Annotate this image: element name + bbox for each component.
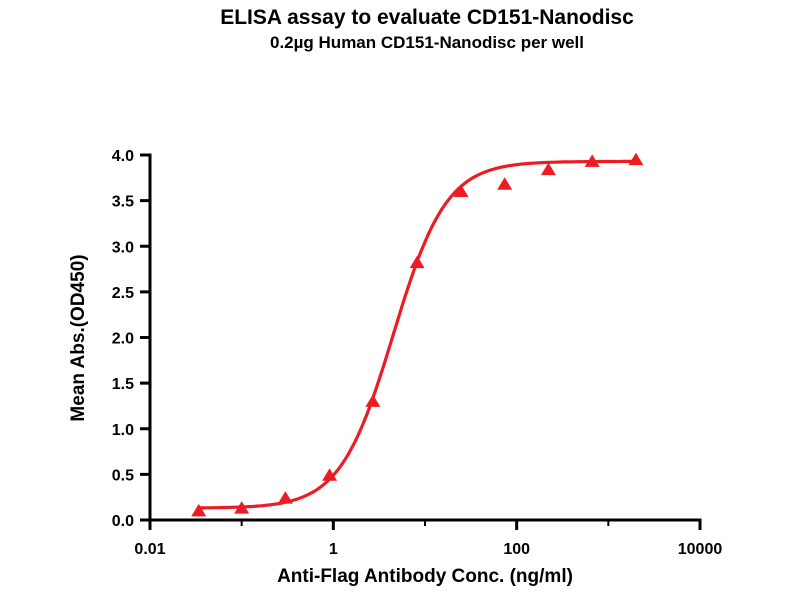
y-tick-label: 3.0: [112, 239, 134, 256]
chart-subtitle: 0.2µg Human CD151-Nanodisc per well: [270, 33, 584, 52]
fit-curve: [198, 159, 636, 510]
data-point-marker: [409, 255, 425, 269]
y-tick-label: 0.0: [112, 513, 134, 530]
x-tick-label: 100: [503, 541, 530, 558]
y-tick-label: 2.5: [112, 285, 134, 302]
y-tick-label: 1.0: [112, 422, 134, 439]
x-tick-label: 10000: [678, 541, 723, 558]
y-tick-label: 2.0: [112, 331, 134, 348]
plot-area: 0.0 0.5 1.0 1.5 2.0 2.5 3.0 3.5 4.0 0.01 1 100 10000: [112, 148, 723, 558]
chart-title: ELISA assay to evaluate CD151-Nanodisc: [220, 6, 634, 29]
data-point-marker: [584, 154, 600, 167]
x-tick-label: 1: [329, 541, 338, 558]
y-tick-label: 1.5: [112, 376, 134, 393]
data-point-marker: [540, 162, 556, 176]
data-point-marker: [453, 184, 469, 197]
y-tick-label: 4.0: [112, 148, 134, 165]
data-point-marker: [628, 152, 644, 166]
x-tick-label: 0.01: [134, 541, 165, 558]
data-point-marker: [191, 503, 207, 517]
y-tick-label: 0.5: [112, 467, 134, 484]
data-point-marker: [277, 491, 293, 504]
x-axis-title: Anti-Flag Antibody Conc. (ng/ml): [277, 566, 573, 587]
data-point-marker: [365, 394, 381, 407]
data-point-marker: [497, 177, 513, 190]
data-point-marker: [322, 468, 338, 481]
data-point-marker: [234, 501, 250, 514]
y-tick-label: 3.5: [112, 194, 134, 211]
y-axis-title: Mean Abs.(OD450): [68, 254, 89, 421]
